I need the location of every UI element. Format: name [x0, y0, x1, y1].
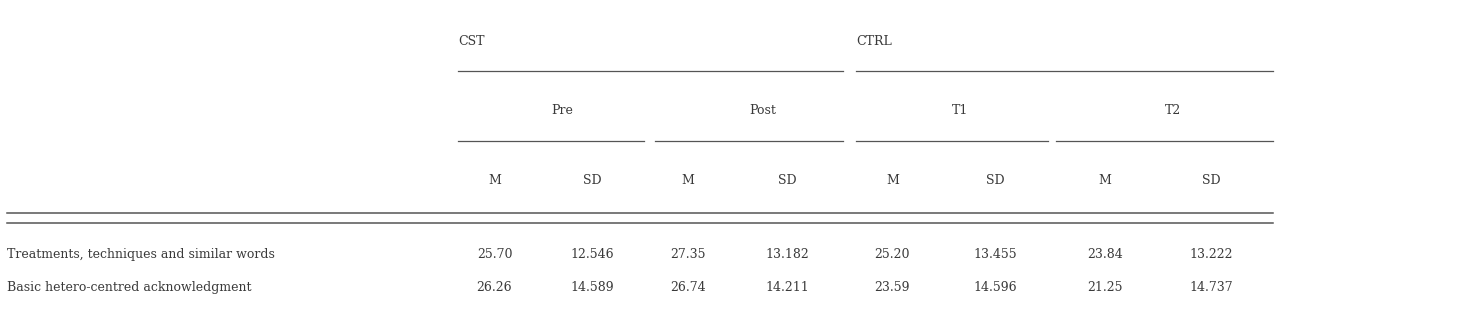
Text: M: M: [682, 173, 693, 187]
Text: Pre: Pre: [550, 104, 572, 117]
Text: 23.59: 23.59: [875, 281, 910, 294]
Text: SD: SD: [778, 173, 796, 187]
Text: Post: Post: [749, 104, 775, 117]
Text: 23.84: 23.84: [1087, 248, 1122, 261]
Text: 13.455: 13.455: [973, 248, 1017, 261]
Text: CST: CST: [458, 34, 484, 48]
Text: T2: T2: [1165, 104, 1181, 117]
Text: SD: SD: [584, 173, 601, 187]
Text: 25.70: 25.70: [477, 248, 512, 261]
Text: M: M: [489, 173, 500, 187]
Text: 26.74: 26.74: [670, 281, 705, 294]
Text: M: M: [1099, 173, 1110, 187]
Text: 21.25: 21.25: [1087, 281, 1122, 294]
Text: Treatments, techniques and similar words: Treatments, techniques and similar words: [7, 248, 275, 261]
Text: M: M: [887, 173, 898, 187]
Text: 14.737: 14.737: [1189, 281, 1233, 294]
Text: SD: SD: [986, 173, 1004, 187]
Text: SD: SD: [1203, 173, 1220, 187]
Text: 14.589: 14.589: [571, 281, 614, 294]
Text: 25.20: 25.20: [875, 248, 910, 261]
Text: CTRL: CTRL: [856, 34, 891, 48]
Text: 13.222: 13.222: [1189, 248, 1233, 261]
Text: 12.546: 12.546: [571, 248, 614, 261]
Text: Basic hetero-centred acknowledgment: Basic hetero-centred acknowledgment: [7, 281, 252, 294]
Text: 14.596: 14.596: [973, 281, 1017, 294]
Text: T1: T1: [951, 104, 969, 117]
Text: 13.182: 13.182: [765, 248, 809, 261]
Text: 26.26: 26.26: [477, 281, 512, 294]
Text: 14.211: 14.211: [765, 281, 809, 294]
Text: 27.35: 27.35: [670, 248, 705, 261]
